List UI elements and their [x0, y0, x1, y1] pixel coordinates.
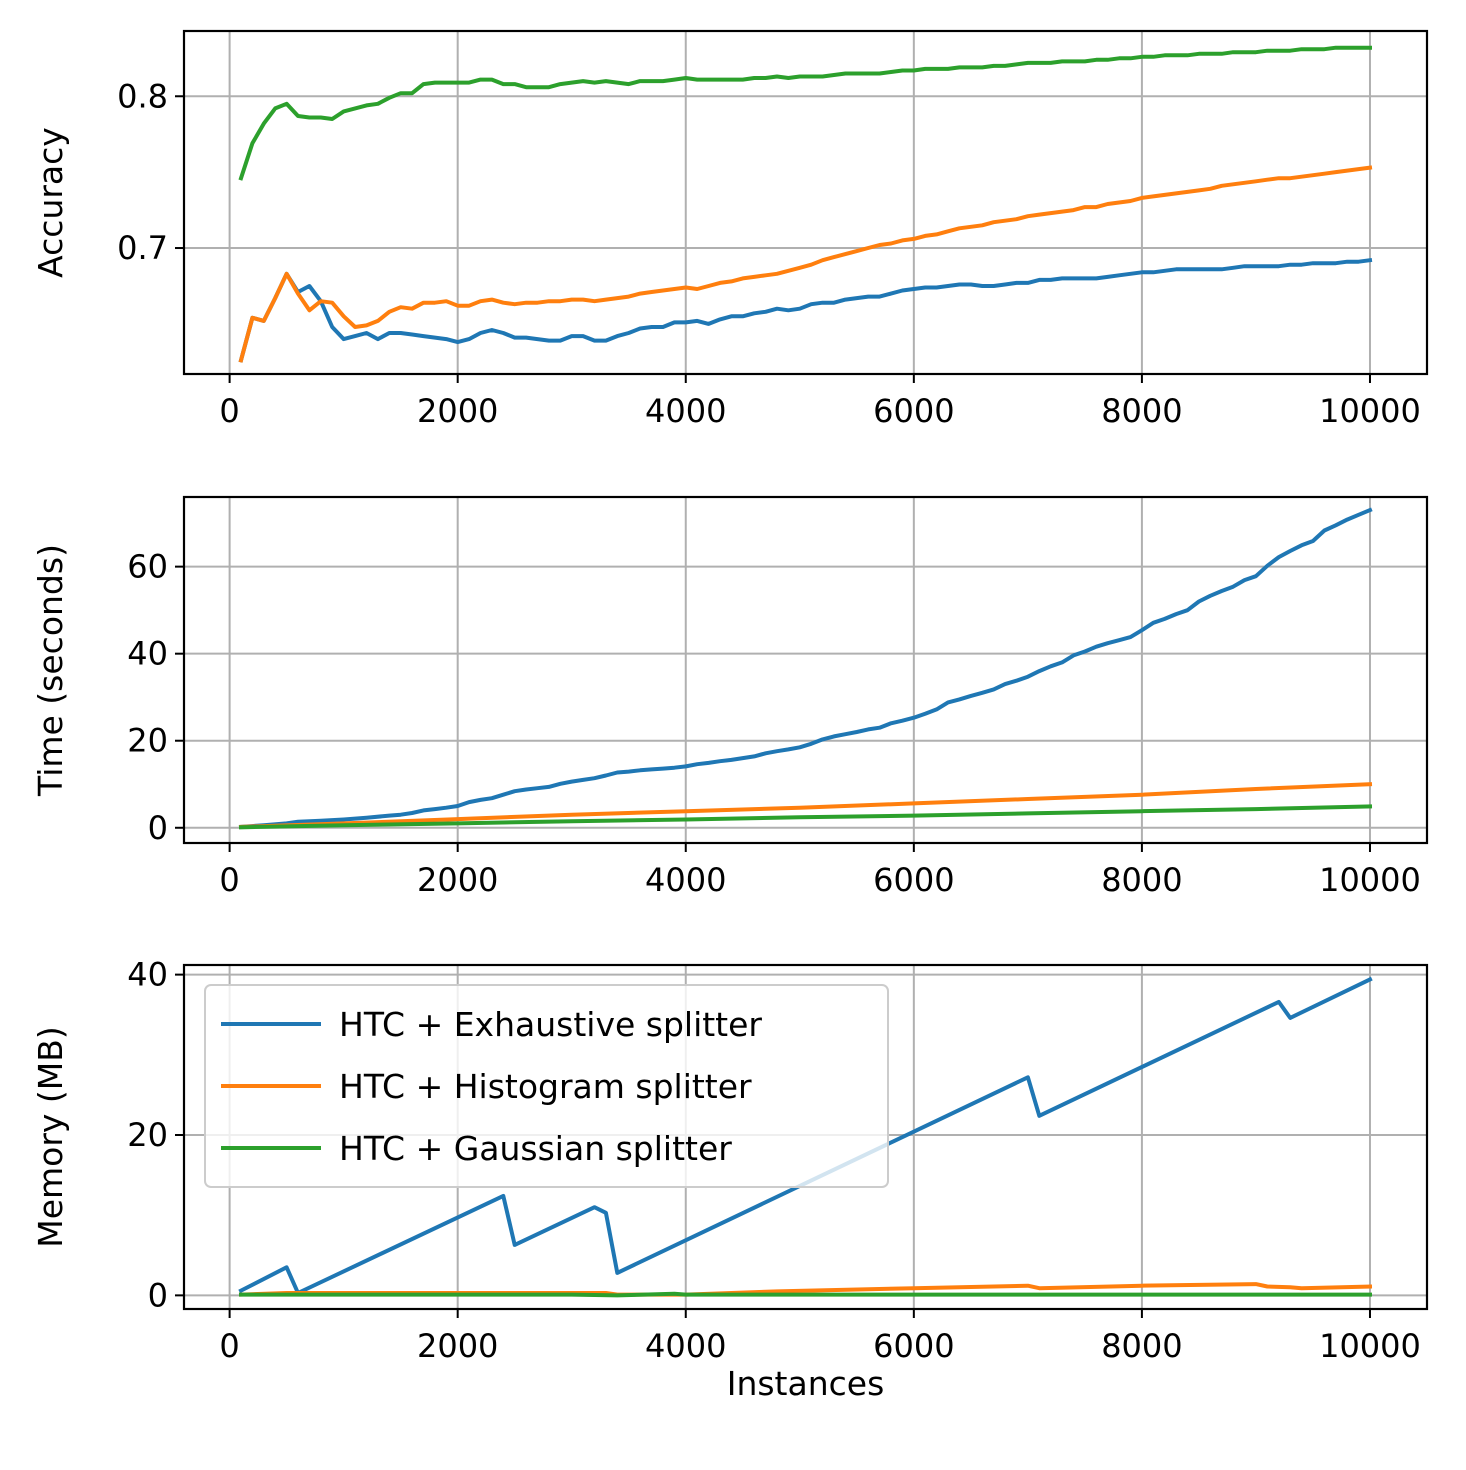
y-tick-label: 0 — [148, 1276, 168, 1314]
x-tick-label: 4000 — [645, 392, 726, 430]
x-tick-label: 2000 — [417, 1327, 498, 1365]
series-group — [238, 976, 1373, 1298]
x-tick-label: 0 — [219, 861, 239, 899]
x-tick-label: 0 — [219, 392, 239, 430]
y-axis-label: Memory (MB) — [31, 1026, 70, 1248]
y-tick-label: 20 — [127, 1116, 168, 1154]
y-tick-label: 40 — [127, 635, 168, 673]
x-tick-label: 4000 — [645, 861, 726, 899]
y-axis-label: Time (seconds) — [31, 544, 70, 797]
x-tick-label: 10000 — [1319, 861, 1421, 899]
series-line-2 — [238, 782, 1373, 829]
memory-panel: 0 2000 4000 6000 8000 10000 0 20 40 Memory (MB) In… — [31, 956, 1429, 1403]
time-panel: 0 2000 4000 6000 8000 10000 0 20 40 60 Time (secon… — [31, 495, 1429, 899]
series-line-1 — [238, 507, 1373, 830]
series-line-1 — [238, 257, 1373, 363]
x-tick-label: 8000 — [1101, 392, 1182, 430]
legend-entry-3: HTC + Gaussian splitter — [339, 1129, 732, 1168]
y-axis-label: Accuracy — [31, 127, 70, 278]
x-tick-label: 10000 — [1319, 392, 1421, 430]
x-tick-label: 4000 — [645, 1327, 726, 1365]
y-tick-label: 20 — [127, 722, 168, 760]
x-tick-label: 10000 — [1319, 1327, 1421, 1365]
x-axis-label: Instances — [727, 1364, 885, 1403]
legend-entry-1: HTC + Exhaustive splitter — [339, 1005, 762, 1044]
y-tick-label: 0 — [148, 809, 168, 847]
y-tick-label: 60 — [127, 548, 168, 586]
plot-frame — [182, 29, 1429, 376]
legend-entry-2: HTC + Histogram splitter — [339, 1067, 752, 1106]
x-tick-label: 8000 — [1101, 861, 1182, 899]
y-tick-label: 40 — [127, 956, 168, 994]
plot-frame — [182, 495, 1429, 845]
x-tick-label: 2000 — [417, 392, 498, 430]
accuracy-panel: 0 2000 4000 6000 8000 10000 0.7 0.8 Accuracy — [31, 29, 1429, 430]
x-tick-label: 0 — [219, 1327, 239, 1365]
y-tick-label: 0.8 — [117, 77, 168, 115]
plot-frame — [182, 963, 1429, 1311]
y-tick-label: 0.7 — [117, 229, 168, 267]
series-line-3 — [238, 804, 1373, 830]
x-tick-label: 6000 — [873, 392, 954, 430]
series-line-2 — [238, 165, 1373, 363]
series-line-3 — [238, 45, 1372, 181]
series-group — [238, 45, 1373, 363]
x-tick-label: 8000 — [1101, 1327, 1182, 1365]
series-group — [238, 507, 1373, 830]
x-tick-label: 2000 — [417, 861, 498, 899]
legend: HTC + Exhaustive splitter HTC + Histogram… — [204, 984, 889, 1188]
x-tick-label: 6000 — [873, 861, 954, 899]
legend-box — [204, 984, 889, 1188]
x-tick-label: 6000 — [873, 1327, 954, 1365]
series-line-3 — [239, 1291, 1372, 1298]
